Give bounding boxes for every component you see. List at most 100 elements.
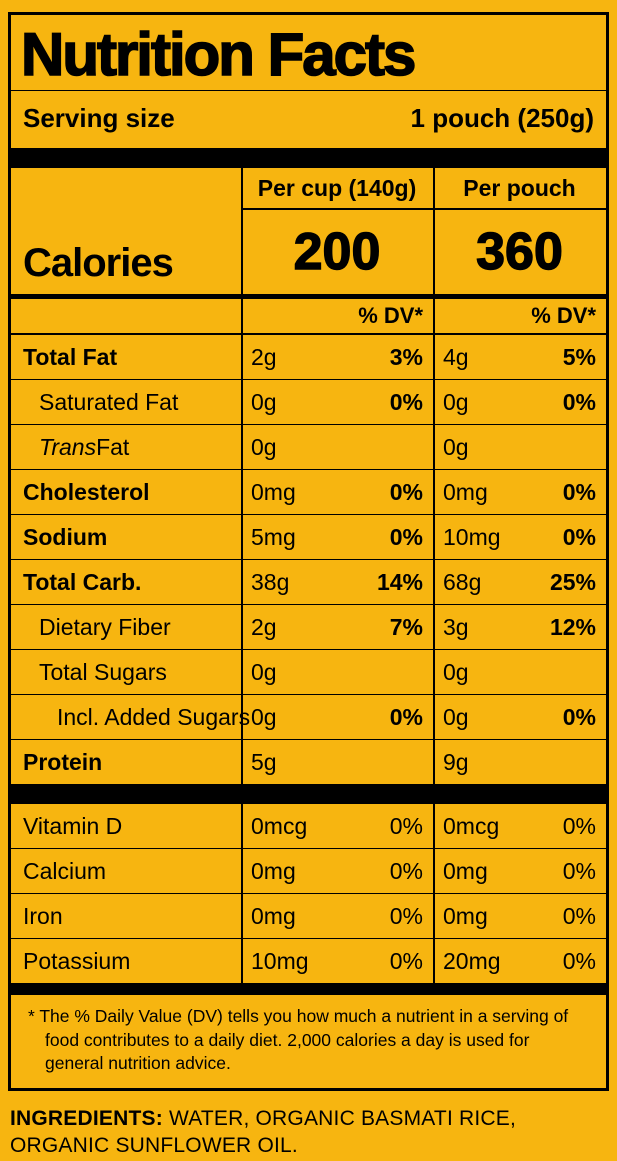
per-pouch-cell: 0g 0% [433, 380, 606, 424]
per-cup-cell: 0g [241, 650, 433, 694]
calories-label: Calories [23, 241, 174, 285]
nutrient-name-rest: Fat [96, 433, 130, 460]
amount-per-cup: 2g [251, 613, 277, 640]
per-cup-cell: 5g [241, 740, 433, 784]
amount-per-cup: 0mcg [251, 812, 308, 839]
per-cup-cell: 2g 3% [241, 335, 433, 379]
nutrient-row-total-fat: Total Fat 2g 3% 4g 5% [11, 335, 606, 379]
per-pouch-cell: 20mg 0% [433, 939, 606, 983]
nutrient-row-added-sugars: Incl. Added Sugars 0g 0% 0g 0% [11, 694, 606, 739]
dv-per-pouch: 0% [562, 478, 596, 505]
amount-per-pouch: 0g [443, 433, 469, 460]
dv-per-cup: 14% [376, 568, 423, 595]
serving-size-label: Serving size [23, 103, 175, 133]
nutrition-facts-label: Nutrition Facts Serving size 1 pouch (25… [8, 12, 609, 1091]
per-cup-cell: 0mg 0% [241, 849, 433, 893]
dv-per-pouch: 12% [549, 613, 596, 640]
amount-per-cup: 38g [251, 568, 290, 595]
dv-per-pouch: 0% [562, 947, 596, 974]
nutrient-row-dietary-fiber: Dietary Fiber 2g 7% 3g 12% [11, 604, 606, 649]
dv-per-cup: 3% [389, 343, 423, 370]
calories-per-pouch: 360 [433, 210, 606, 294]
per-pouch-cell: 0g 0% [433, 695, 606, 739]
amount-per-pouch: 3g [443, 613, 469, 640]
thick-separator-middle [11, 784, 606, 804]
amount-per-pouch: 0mg [443, 478, 488, 505]
calories-per-cup: 200 [241, 210, 433, 294]
nutrient-name: Cholesterol [23, 478, 150, 505]
amount-per-pouch: 0mg [443, 902, 488, 929]
amount-per-pouch: 0mg [443, 857, 488, 884]
per-pouch-cell: 4g 5% [433, 335, 606, 379]
amount-per-cup: 0g [251, 388, 277, 415]
dv-per-cup: 7% [389, 613, 423, 640]
dv-per-cup: 0% [389, 523, 423, 550]
nutrient-row-sodium: Sodium 5mg 0% 10mg 0% [11, 514, 606, 559]
amount-per-cup: 2g [251, 343, 277, 370]
amount-per-cup: 0g [251, 658, 277, 685]
per-cup-cell: 38g 14% [241, 560, 433, 604]
nutrient-name: Total Sugars [39, 658, 167, 685]
serving-size-row: Serving size 1 pouch (250g) [11, 91, 606, 148]
nutrient-name: Potassium [23, 947, 131, 974]
empty-cell [11, 299, 241, 333]
per-pouch-cell: 0g [433, 425, 606, 469]
thick-separator-bottom [11, 983, 606, 995]
thick-separator-top [11, 148, 606, 168]
nutrient-row-saturated-fat: Saturated Fat 0g 0% 0g 0% [11, 379, 606, 424]
nutrient-rows: Total Fat 2g 3% 4g 5% Saturated Fat 0g 0… [11, 335, 606, 784]
nutrient-name: Vitamin D [23, 812, 123, 839]
amount-per-cup: 0mg [251, 902, 296, 929]
per-pouch-cell: 0mg 0% [433, 849, 606, 893]
per-pouch-cell: 0mcg 0% [433, 804, 606, 848]
heavy-separator [11, 294, 606, 299]
amount-per-cup: 10mg [251, 947, 309, 974]
dv-header-per-cup: % DV* [241, 299, 433, 333]
amount-per-cup: 0g [251, 703, 277, 730]
daily-value-footnote: * The % Daily Value (DV) tells you how m… [28, 1006, 569, 1074]
amount-per-pouch: 9g [443, 748, 469, 775]
amount-per-pouch: 0g [443, 388, 469, 415]
nutrient-row-cholesterol: Cholesterol 0mg 0% 0mg 0% [11, 469, 606, 514]
per-pouch-cell: 3g 12% [433, 605, 606, 649]
dv-per-cup: 0% [389, 857, 423, 884]
dv-per-pouch: 0% [562, 857, 596, 884]
amount-per-cup: 0mg [251, 478, 296, 505]
amount-per-pouch: 10mg [443, 523, 501, 550]
nutrient-name: Iron [23, 902, 63, 929]
per-cup-cell: 2g 7% [241, 605, 433, 649]
nutrient-row-total-carb: Total Carb. 38g 14% 68g 25% [11, 559, 606, 604]
nutrient-row-vitamin-d: Vitamin D 0mcg 0% 0mcg 0% [11, 804, 606, 848]
dv-header-per-pouch: % DV* [433, 299, 606, 333]
nutrient-row-trans-fat: Trans Fat 0g 0g [11, 424, 606, 469]
per-cup-cell: 5mg 0% [241, 515, 433, 559]
amount-per-pouch: 0mcg [443, 812, 500, 839]
nutrient-name: Calcium [23, 857, 107, 884]
per-pouch-cell: 0g [433, 650, 606, 694]
per-cup-cell: 0g 0% [241, 380, 433, 424]
divider [11, 90, 606, 91]
nutrient-name: Incl. Added Sugars [57, 703, 251, 730]
nutrient-row-iron: Iron 0mg 0% 0mg 0% [11, 893, 606, 938]
per-cup-header: Per cup (140g) [241, 168, 433, 210]
per-cup-cell: 0g [241, 425, 433, 469]
ingredients-statement: INGREDIENTS: WATER, ORGANIC BASMATI RICE… [0, 1091, 617, 1160]
amount-per-cup: 5g [251, 748, 277, 775]
dv-per-pouch: 5% [562, 343, 596, 370]
amount-per-cup: 0mg [251, 857, 296, 884]
per-pouch-cell: 0mg 0% [433, 470, 606, 514]
per-pouch-cell: 9g [433, 740, 606, 784]
per-pouch-cell: 10mg 0% [433, 515, 606, 559]
amount-per-cup: 0g [251, 433, 277, 460]
serving-size-value: 1 pouch (250g) [410, 103, 594, 133]
ingredients-label: INGREDIENTS: [10, 1106, 163, 1130]
amount-per-cup: 5mg [251, 523, 296, 550]
per-pouch-header: Per pouch [433, 168, 606, 210]
dv-per-pouch: 0% [562, 388, 596, 415]
nutrient-row-potassium: Potassium 10mg 0% 20mg 0% [11, 938, 606, 983]
vitamin-rows: Vitamin D 0mcg 0% 0mcg 0% Calcium 0mg 0%… [11, 804, 606, 983]
nutrient-name: Trans Fat [11, 425, 241, 469]
dv-header-row: % DV* % DV* [11, 299, 606, 335]
dv-per-cup: 0% [389, 388, 423, 415]
amount-per-pouch: 0g [443, 703, 469, 730]
